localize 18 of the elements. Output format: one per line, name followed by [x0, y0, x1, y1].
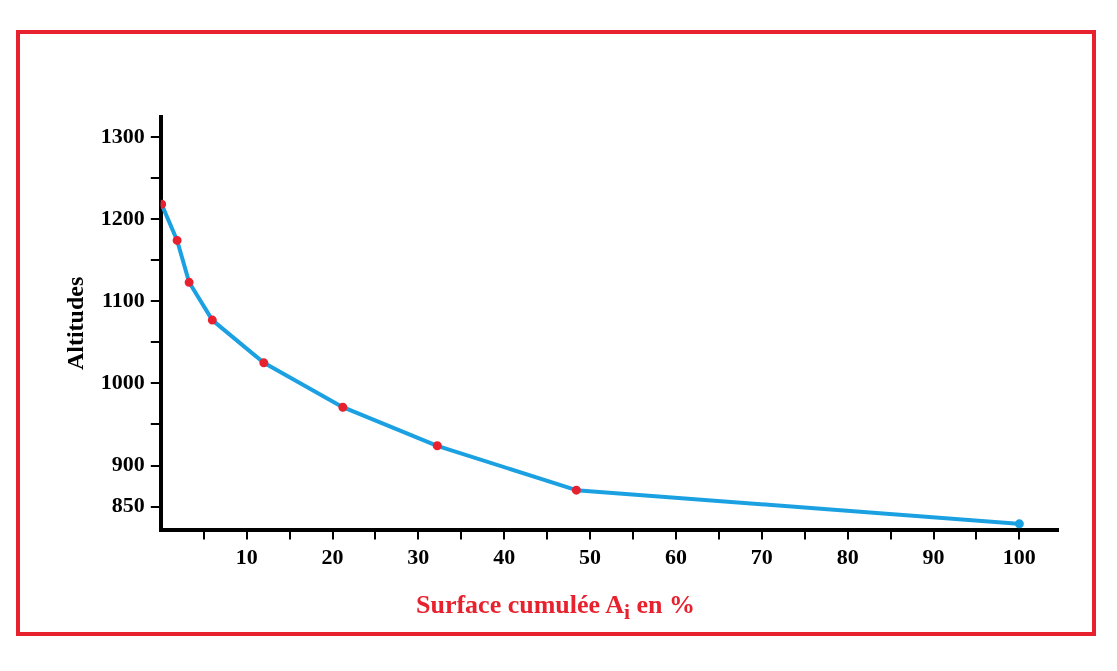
y-tick-label: 900 [111, 451, 145, 477]
y-tick-label: 850 [111, 492, 145, 518]
x-tick-label: 20 [321, 544, 344, 570]
x-tick-label: 50 [579, 544, 602, 570]
y-axis-title: Altitudes [61, 276, 88, 371]
x-tick-label: 90 [922, 544, 945, 570]
y-tick-label: 1000 [100, 369, 145, 395]
y-tick-label: 1300 [100, 122, 145, 148]
x-tick-label: 10 [235, 544, 258, 570]
y-tick-label: 1200 [100, 204, 145, 230]
x-tick-label: 100 [1002, 544, 1036, 570]
x-tick-label: 70 [750, 544, 773, 570]
x-tick-label: 40 [493, 544, 516, 570]
x-tick-label: 80 [836, 544, 859, 570]
x-tick-label: 60 [664, 544, 687, 570]
x-tick-label: 30 [407, 544, 430, 570]
x-axis-title: Surface cumulée A$_{i}$ en % [415, 590, 696, 626]
y-tick-label: 1100 [102, 286, 145, 312]
